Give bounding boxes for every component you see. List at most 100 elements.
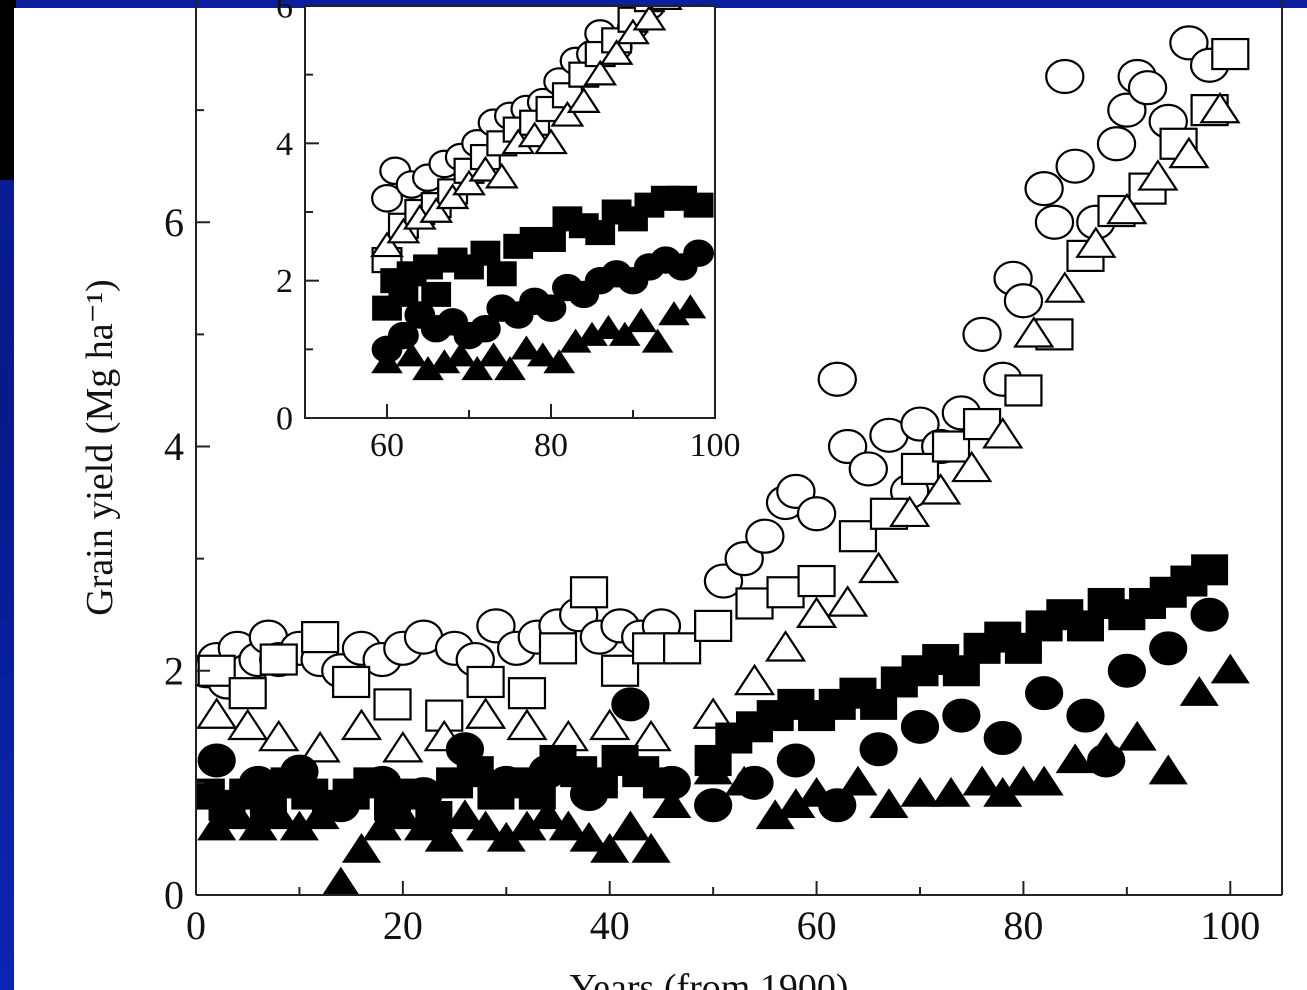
- data-point: [332, 665, 371, 699]
- data-point: [526, 342, 559, 367]
- data-point: [616, 18, 650, 45]
- data-point: [383, 799, 423, 830]
- data-point: [1024, 171, 1064, 207]
- data-point: [507, 677, 547, 710]
- data-point: [228, 677, 267, 710]
- data-point: [724, 765, 764, 796]
- y-tick-label: 6: [164, 200, 184, 245]
- data-point: [1004, 374, 1043, 407]
- inset-markers: [370, 6, 714, 381]
- data-point: [528, 754, 567, 789]
- data-point: [566, 87, 601, 113]
- data-point: [838, 765, 878, 796]
- y-tick-label: 6: [276, 0, 293, 26]
- data-point: [258, 719, 300, 752]
- data-point: [217, 799, 257, 830]
- data-point: [259, 799, 299, 830]
- data-point: [631, 833, 671, 863]
- data-point: [693, 754, 733, 785]
- y-tick-label: 2: [164, 648, 184, 693]
- main-series-open-triangle: [196, 91, 1241, 763]
- data-point: [1190, 597, 1229, 632]
- data-point: [848, 451, 888, 487]
- data-point: [1086, 732, 1126, 762]
- data-point: [382, 731, 424, 763]
- data-point: [466, 810, 506, 841]
- data-point: [692, 697, 734, 729]
- data-point: [641, 328, 674, 353]
- data-point: [590, 833, 630, 863]
- data-point: [535, 294, 567, 322]
- x-tick-label: 40: [590, 903, 630, 948]
- data-point: [1106, 192, 1148, 225]
- data-point: [196, 697, 238, 729]
- data-point: [857, 551, 900, 584]
- data-point: [486, 261, 517, 287]
- data-point: [569, 576, 609, 609]
- data-point: [585, 220, 616, 246]
- data-point: [487, 765, 526, 800]
- data-point: [694, 788, 733, 823]
- x-tick-label: 80: [534, 427, 568, 464]
- data-point: [889, 495, 931, 528]
- data-point: [1199, 91, 1241, 124]
- data-point: [797, 564, 836, 598]
- main-series-filled-triangle: [197, 653, 1250, 895]
- data-point: [610, 810, 650, 841]
- data-point: [983, 721, 1022, 756]
- data-point: [962, 765, 1002, 796]
- data-point: [589, 708, 631, 741]
- data-point: [341, 833, 382, 863]
- data-point: [461, 356, 494, 381]
- x-tick-label: 60: [797, 903, 837, 948]
- data-point: [625, 307, 658, 333]
- x-tick-label: 80: [1003, 903, 1043, 948]
- inset-series-filled-circle: [371, 239, 714, 364]
- x-tick-label: 20: [383, 903, 423, 948]
- data-point: [517, 121, 552, 148]
- data-point: [1211, 37, 1250, 71]
- x-tick-label: 0: [186, 903, 206, 948]
- y-tick-label: 4: [164, 424, 184, 469]
- data-point: [299, 731, 341, 763]
- data-point: [280, 754, 319, 789]
- data-point: [608, 321, 641, 346]
- data-point: [797, 776, 837, 807]
- data-point: [1179, 676, 1219, 706]
- data-point: [371, 349, 403, 374]
- data-point: [419, 197, 454, 223]
- data-point: [869, 788, 909, 818]
- data-point: [859, 732, 898, 767]
- data-point: [543, 349, 576, 374]
- x-tick-label: 100: [1200, 903, 1260, 948]
- data-point: [444, 342, 477, 367]
- data-point: [300, 799, 340, 830]
- data-point: [371, 183, 403, 213]
- x-axis-label: Years (from 1900): [570, 967, 849, 990]
- data-point: [1168, 136, 1210, 169]
- data-point: [404, 810, 444, 841]
- data-point: [538, 632, 578, 665]
- data-point: [301, 621, 340, 654]
- data-point: [227, 708, 269, 741]
- data-point: [583, 59, 618, 86]
- data-point: [528, 799, 568, 830]
- data-point: [663, 632, 702, 665]
- data-point: [592, 314, 625, 339]
- inset-series-filled-square: [372, 185, 714, 321]
- main-markers: [196, 25, 1250, 895]
- x-tick-label: 100: [690, 427, 741, 464]
- data-point: [630, 719, 672, 752]
- data-point: [470, 315, 501, 343]
- data-point: [386, 217, 421, 244]
- data-point: [445, 732, 485, 767]
- data-point: [1127, 70, 1168, 106]
- data-point: [1148, 754, 1188, 785]
- data-point: [900, 776, 940, 807]
- data-point: [536, 226, 566, 252]
- data-point: [920, 473, 962, 505]
- data-point: [548, 810, 588, 841]
- data-point: [599, 39, 634, 65]
- data-point: [370, 231, 404, 258]
